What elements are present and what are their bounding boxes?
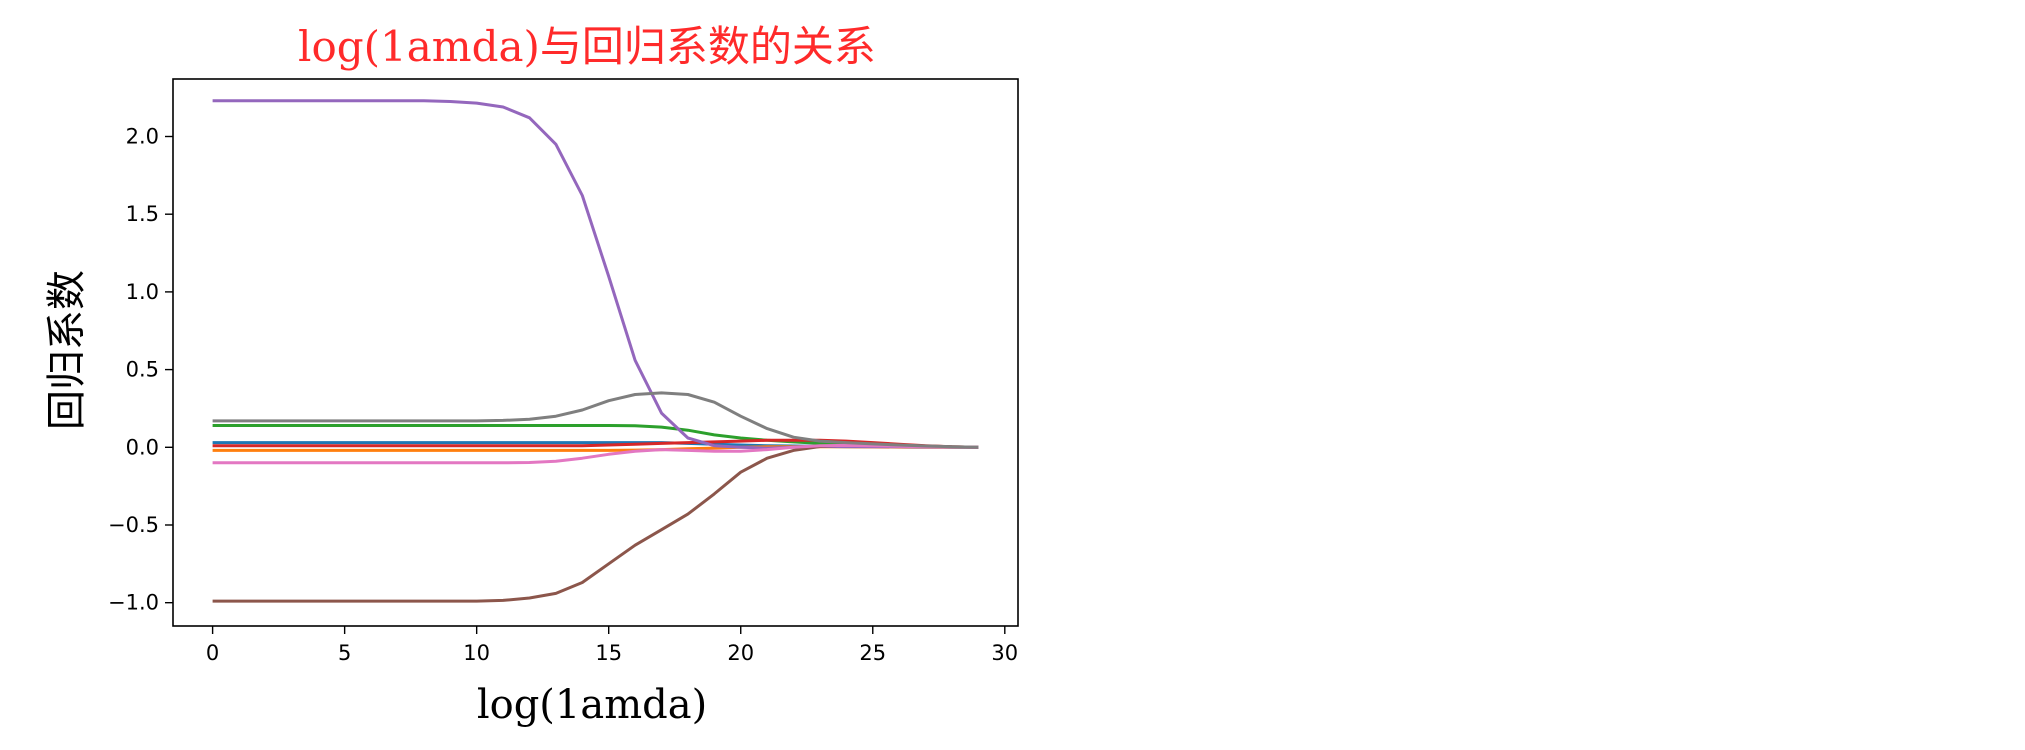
x-tick-label: 0 [206, 641, 219, 665]
y-tick-label: −0.5 [108, 513, 159, 537]
series-line-7 [212, 391, 979, 449]
y-tick-label: 0.5 [126, 358, 159, 382]
y-tick-label: 1.5 [126, 202, 159, 226]
y-tick-label: −1.0 [108, 591, 159, 615]
x-tick-label: 10 [463, 641, 490, 665]
series-group [212, 99, 979, 603]
y-axis-label: 回归系数 [44, 270, 90, 430]
x-tick-label: 25 [859, 641, 886, 665]
plot-area-frame [172, 78, 1019, 627]
x-axis-ticks: 0 5 10 15 20 25 30 [206, 626, 1018, 665]
y-tick-label: 2.0 [126, 124, 159, 148]
chart-title: log(1amda)与回归系数的关系 [298, 22, 876, 71]
series-line-6 [212, 443, 979, 465]
y-tick-label: 0.0 [126, 435, 159, 459]
x-tick-label: 5 [338, 641, 351, 665]
x-tick-label: 20 [727, 641, 754, 665]
y-axis-ticks: −1.0 −0.5 0.0 0.5 1.0 1.5 2.0 [108, 124, 173, 615]
y-tick-label: 1.0 [126, 280, 159, 304]
x-tick-label: 15 [595, 641, 622, 665]
x-tick-label: 30 [991, 641, 1018, 665]
x-axis-label: log(1amda) [477, 682, 707, 728]
